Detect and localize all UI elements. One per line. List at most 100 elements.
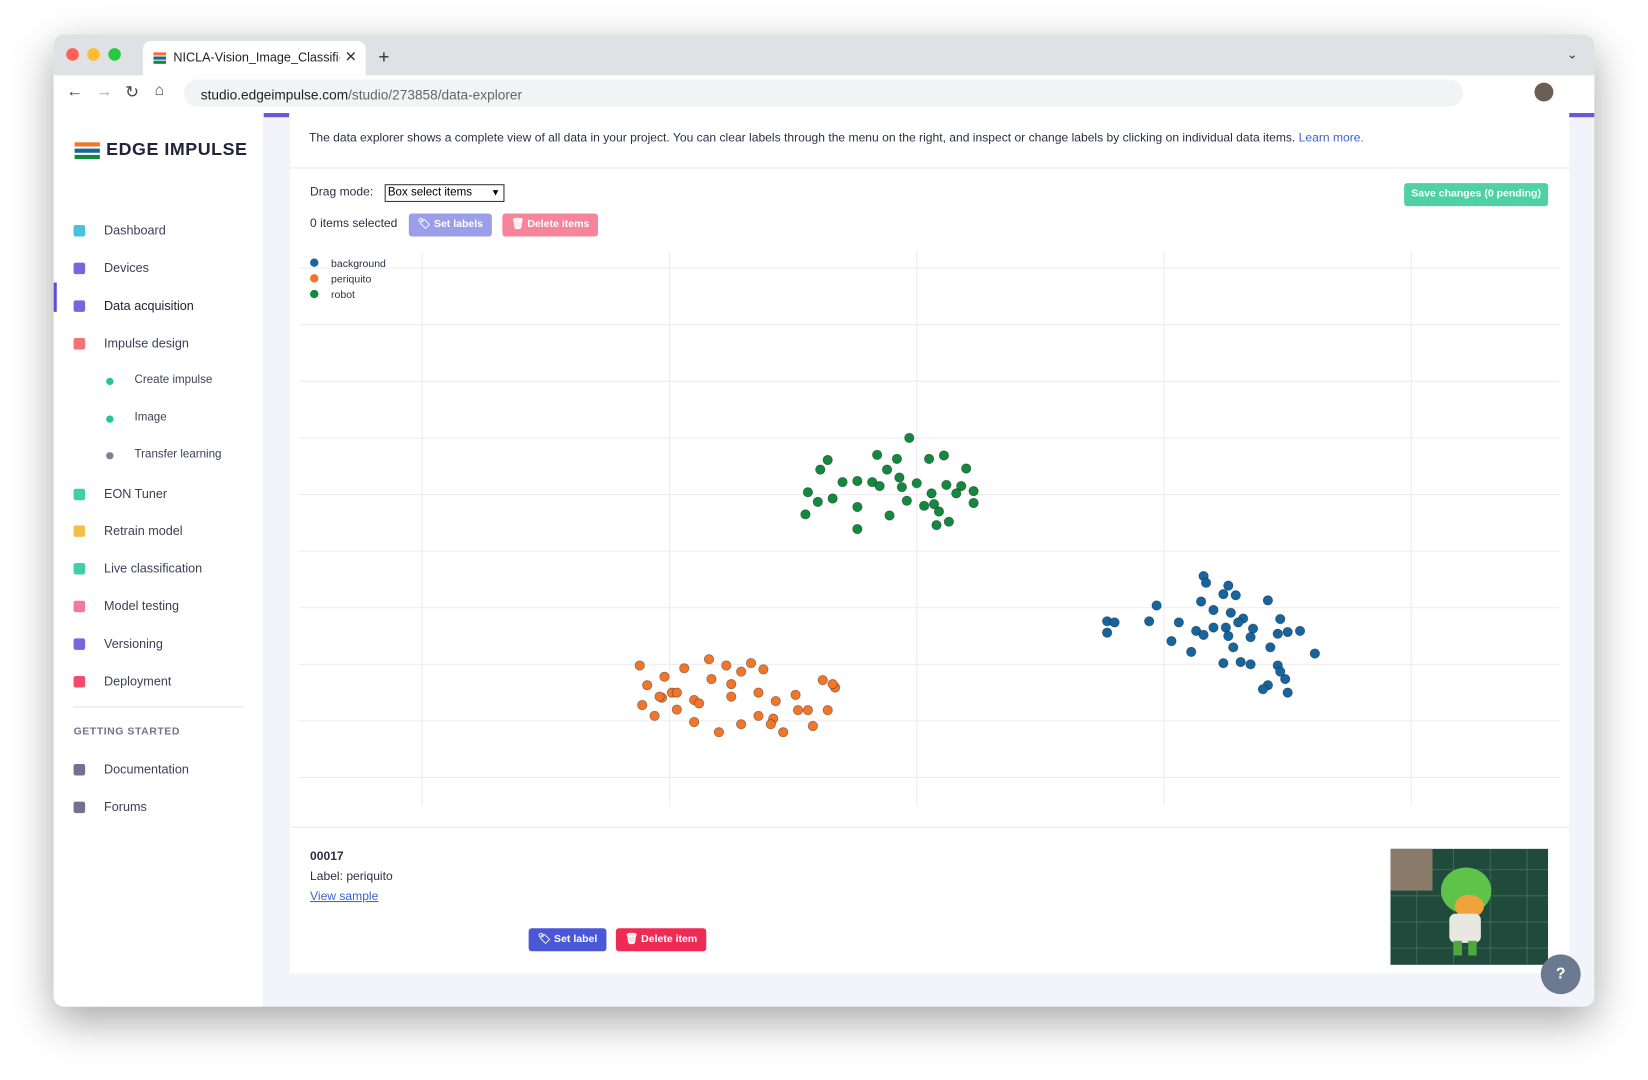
drag-mode-select[interactable]: Box select items ▼: [384, 184, 505, 202]
data-point[interactable]: [802, 487, 814, 498]
save-button[interactable]: Save changes (0 pending): [1404, 183, 1549, 207]
data-point[interactable]: [822, 705, 833, 716]
data-point[interactable]: [1233, 617, 1244, 628]
data-point[interactable]: [968, 486, 979, 497]
nav-item[interactable]: Devices: [104, 260, 149, 276]
data-point[interactable]: [918, 500, 930, 511]
data-point[interactable]: [671, 704, 682, 715]
data-point[interactable]: [679, 663, 690, 674]
view-sample[interactable]: View sample: [310, 890, 379, 904]
data-point[interactable]: [941, 479, 952, 491]
data-point[interactable]: [726, 678, 737, 690]
data-point[interactable]: [931, 519, 942, 531]
data-point[interactable]: [1144, 616, 1155, 627]
data-point[interactable]: [659, 671, 670, 682]
nav-item[interactable]: Live classification: [104, 560, 203, 576]
data-point[interactable]: [1225, 607, 1236, 618]
tab-menu[interactable]: ⌄: [1567, 47, 1578, 62]
data-point[interactable]: [1208, 622, 1219, 633]
data-point[interactable]: [1230, 590, 1241, 601]
data-point[interactable]: [778, 727, 789, 738]
nav-item[interactable]: EON Tuner: [104, 486, 168, 502]
nav-item[interactable]: Impulse design: [104, 335, 189, 351]
sidebar-link[interactable]: Forums: [104, 799, 147, 815]
data-point[interactable]: [1218, 589, 1229, 600]
minimize-dot[interactable]: [87, 48, 100, 61]
data-point[interactable]: [911, 478, 922, 489]
data-point[interactable]: [891, 453, 903, 464]
data-point[interactable]: [1257, 684, 1269, 695]
data-point[interactable]: [881, 464, 893, 475]
data-point[interactable]: [800, 509, 811, 520]
data-point[interactable]: [649, 710, 660, 721]
data-point[interactable]: [1280, 673, 1291, 685]
data-point[interactable]: [642, 680, 653, 691]
data-point[interactable]: [726, 691, 737, 702]
data-point[interactable]: [1195, 596, 1207, 607]
data-point[interactable]: [968, 497, 979, 509]
tab-close[interactable]: ✕: [344, 48, 358, 65]
nav-item[interactable]: Versioning: [104, 636, 163, 651]
data-point[interactable]: [1265, 642, 1276, 653]
data-point[interactable]: [1200, 577, 1212, 588]
delete-items-button[interactable]: 🗑 Delete items: [502, 213, 599, 237]
sample-thumbnail[interactable]: [1390, 848, 1549, 965]
data-point[interactable]: [938, 450, 950, 461]
nav-item[interactable]: Create impulse: [134, 373, 213, 387]
data-point[interactable]: [792, 705, 804, 716]
data-point[interactable]: [1272, 628, 1283, 639]
data-point[interactable]: [852, 523, 863, 535]
data-point[interactable]: [1294, 625, 1306, 637]
data-point[interactable]: [1245, 659, 1256, 670]
data-point[interactable]: [867, 476, 878, 488]
data-point[interactable]: [1186, 646, 1197, 657]
data-point[interactable]: [689, 716, 700, 728]
data-point[interactable]: [1245, 632, 1256, 643]
new-tab[interactable]: +: [378, 46, 390, 67]
nav-item[interactable]: Data acquisition: [104, 298, 194, 313]
data-point[interactable]: [765, 719, 776, 730]
data-point[interactable]: [1223, 630, 1234, 642]
data-point[interactable]: [1247, 623, 1259, 634]
data-point[interactable]: [852, 501, 863, 513]
data-point[interactable]: [1109, 617, 1120, 628]
data-point[interactable]: [817, 675, 828, 686]
data-point[interactable]: [923, 453, 935, 464]
data-point[interactable]: [1275, 666, 1286, 677]
data-point[interactable]: [961, 463, 972, 474]
data-point[interactable]: [872, 449, 883, 461]
data-point[interactable]: [671, 687, 682, 698]
data-point[interactable]: [758, 664, 769, 675]
nav-item[interactable]: Retrain model: [104, 523, 183, 538]
data-point[interactable]: [634, 660, 645, 671]
data-point[interactable]: [745, 658, 757, 669]
data-point[interactable]: [1309, 648, 1321, 659]
delete-item-button[interactable]: 🗑 Delete item: [615, 928, 707, 952]
data-point[interactable]: [904, 432, 915, 444]
data-point[interactable]: [822, 454, 833, 466]
data-point[interactable]: [706, 673, 717, 685]
data-point[interactable]: [693, 698, 705, 709]
data-point[interactable]: [1208, 604, 1219, 616]
data-point[interactable]: [1223, 580, 1234, 591]
data-point[interactable]: [1282, 626, 1293, 638]
data-point[interactable]: [770, 695, 781, 707]
data-point[interactable]: [1151, 600, 1162, 611]
home[interactable]: ⌂: [154, 81, 165, 100]
data-point[interactable]: [896, 482, 908, 493]
data-point[interactable]: [703, 654, 715, 665]
data-point[interactable]: [943, 516, 955, 527]
data-point[interactable]: [827, 678, 838, 690]
data-point[interactable]: [802, 705, 814, 716]
data-point[interactable]: [753, 687, 764, 698]
forward[interactable]: →: [95, 82, 113, 101]
data-point[interactable]: [1101, 627, 1113, 638]
data-point[interactable]: [874, 480, 885, 492]
data-point[interactable]: [735, 666, 747, 677]
data-point[interactable]: [753, 710, 764, 721]
nav-item[interactable]: Image: [134, 411, 167, 424]
data-point[interactable]: [1166, 635, 1177, 647]
data-point[interactable]: [807, 720, 819, 732]
profile[interactable]: [1534, 82, 1554, 102]
set-labels-button[interactable]: 🏷 Set labels: [408, 213, 492, 237]
